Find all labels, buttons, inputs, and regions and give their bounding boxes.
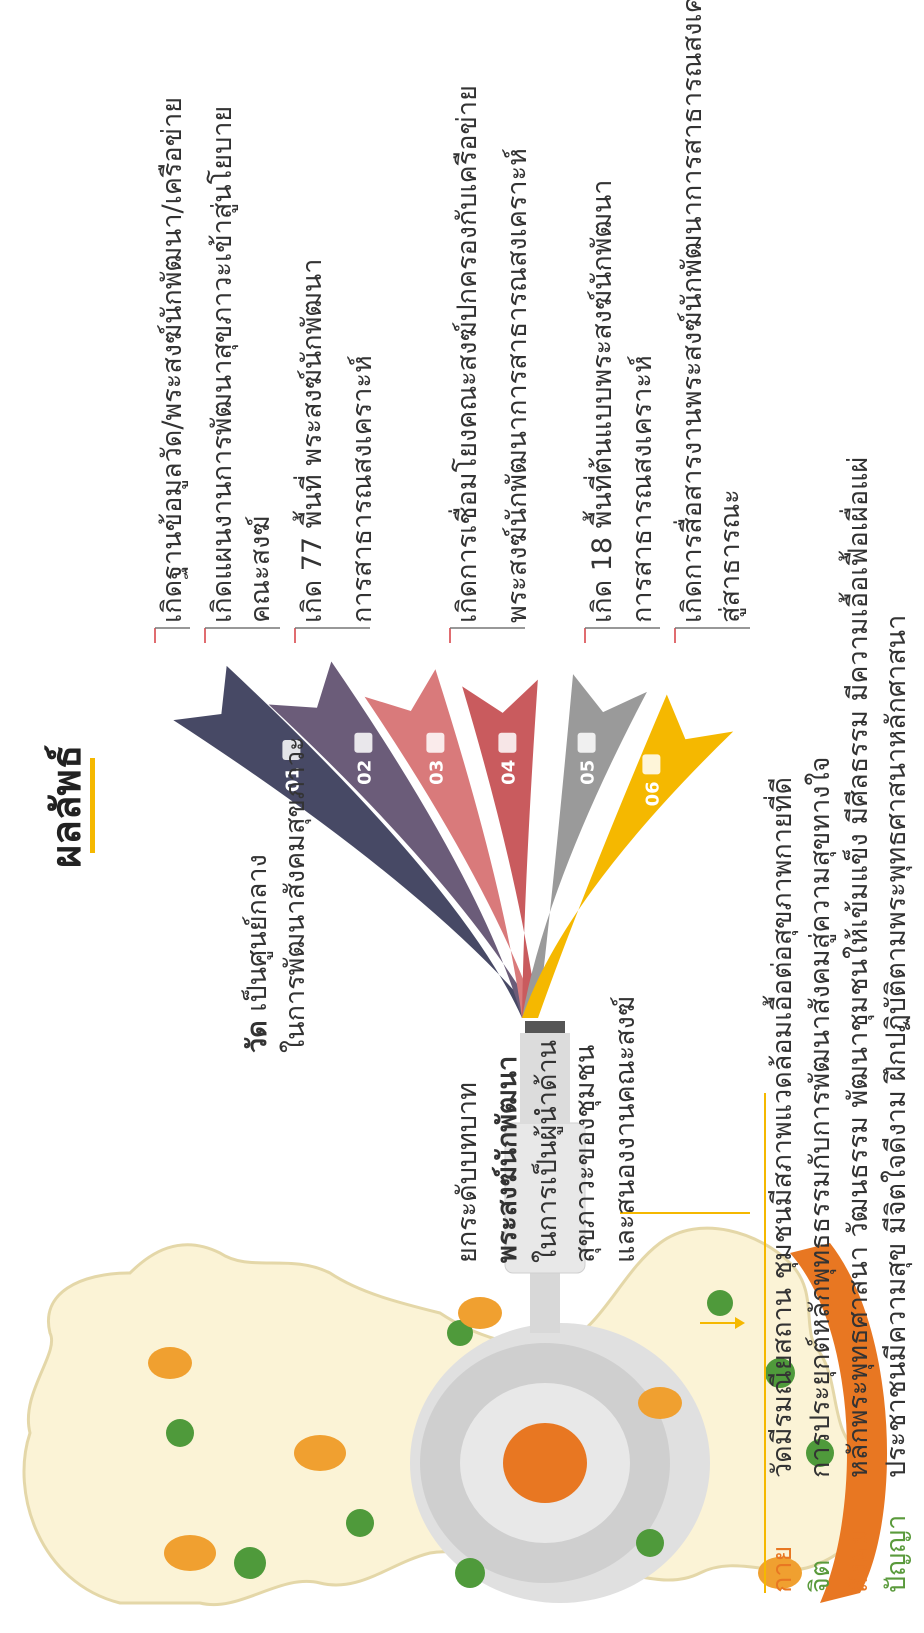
center-block-line4: สุขภาวะของชุมชน — [570, 1044, 601, 1263]
center-statement-line2: ในการพัฒนาสังคมสุขภาวะ — [280, 736, 311, 1053]
dimension-text-wisdom: ประชาชนมีความสุข มีจิตใจดีงาม ฝึกปฏิบัติ… — [881, 614, 912, 1478]
center-block-line1: ยกระดับบทบาท — [452, 1082, 483, 1263]
outcome-icon-06 — [642, 754, 661, 775]
dimension-label-wisdom: ปัญญา — [881, 1514, 912, 1593]
outcome-ribbon-01 — [173, 665, 538, 1018]
center-statement-line1: วัด เป็นศูนย์กลาง — [240, 854, 276, 1053]
outcome-03-line2: การสาธารณสงเคราะห์ — [347, 355, 378, 623]
outcome-number-02: 02 — [354, 760, 375, 785]
outcome-ribbon-03 — [364, 669, 538, 1018]
outcome-05-line1: เกิด 18 พื้นที่ต้นแบบพระสงฆ์นักพัฒนา — [587, 179, 618, 623]
center-block-line2: พระสงฆ์นักพัฒนา — [492, 1055, 523, 1263]
dimension-text-society: หลักพระพุทธศาสนา วัฒนธรรม พัฒนาชุมชนให้เ… — [843, 456, 874, 1478]
outcome-number-03: 03 — [426, 760, 447, 785]
outcome-01-line1: เกิดฐานข้อมูลวัด/พระสงฆ์นักพัฒนา/เครือข่… — [157, 96, 188, 623]
connector-plug — [504, 1021, 586, 1333]
outcome-ribbon-04 — [462, 679, 538, 1018]
outcome-05-line2: การสาธารณสงเคราะห์ — [627, 355, 658, 623]
monk-icons — [148, 1297, 802, 1589]
outcome-04-line2: พระสงฆ์นักพัฒนาการสาธารณสงเคราะห์ — [502, 148, 533, 623]
outcome-icon-05 — [577, 732, 596, 753]
arrow-head-icon — [735, 1317, 745, 1329]
outcome-ribbon-06 — [522, 694, 734, 1018]
outcome-icon-04 — [498, 732, 517, 753]
outcome-fan: 01 02 03 04 05 06 — [173, 661, 734, 1018]
center-statement-rest: เป็นศูนย์กลาง — [242, 854, 273, 1021]
dimension-label-society: สังคม — [843, 1527, 874, 1593]
dimension-label-body: กาย — [767, 1545, 798, 1593]
center-block-line3: ในการเป็นผู้นำด้าน — [532, 1039, 563, 1263]
callout-lines — [154, 627, 750, 643]
outcome-02-line1: เกิดแผนงานการพัฒนาสุขภาวะเข้าสู่นโยบาย — [207, 105, 238, 623]
dimension-text-body: วัดมีรมณียสถาน ชุมชนมีสภาพแวดล้อมเอื้อต่… — [767, 776, 798, 1478]
center-statement-bold: วัด — [242, 1020, 273, 1053]
outcome-number-04: 04 — [498, 760, 519, 785]
outcome-ribbon-05 — [522, 674, 647, 1018]
outcome-03-line1: เกิด 77 พื้นที่ พระสงฆ์นักพัฒนา — [297, 258, 328, 623]
dimension-label-mind: จิต — [805, 1559, 836, 1593]
page-title: ผลลัพธ์ — [44, 744, 90, 868]
outcome-ribbon-02 — [268, 661, 538, 1018]
title-underline — [90, 758, 95, 853]
center-block-line5: และสนองงานคณะสงฆ์ — [610, 996, 641, 1263]
outcome-number-05: 05 — [578, 760, 599, 785]
outcome-06-line1: เกิดการสื่อสารงานพระสงฆ์นักพัฒนาการสาธาร… — [677, 0, 708, 623]
tree-icons — [166, 1290, 834, 1588]
outcome-icon-03 — [426, 732, 445, 753]
outcome-02-line2: คณะสงฆ์ — [245, 515, 276, 623]
dimension-text-mind: การประยุกต์หลักพุทธธรรมกับการพัฒนาสังคมส… — [805, 756, 836, 1478]
outcome-icon-01 — [282, 740, 301, 760]
target-disc — [410, 1323, 710, 1603]
outcome-icon-02 — [354, 732, 373, 753]
outcome-number-06: 06 — [642, 781, 663, 806]
outcome-number-01: 01 — [282, 767, 303, 792]
outcome-06-line2: สู่สาธารณะ — [715, 489, 746, 623]
outcome-04-line1: เกิดการเชื่อมโยงคณะสงฆ์ปกครองกับเครือข่า… — [452, 85, 483, 623]
